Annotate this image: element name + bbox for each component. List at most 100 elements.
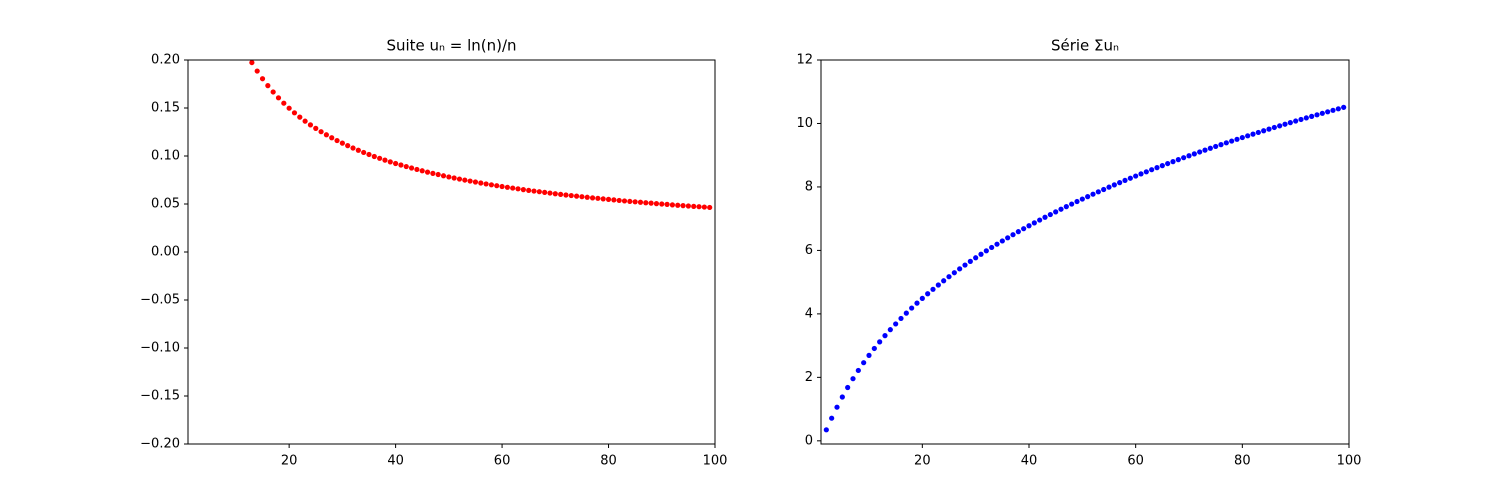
x-tick-label: 20 [914, 454, 931, 469]
point [1031, 220, 1037, 226]
point [1181, 155, 1187, 161]
point [1026, 223, 1032, 229]
point [1255, 129, 1261, 136]
point [1010, 232, 1016, 238]
point [957, 266, 963, 272]
point [909, 305, 915, 311]
point [643, 200, 649, 206]
point [568, 192, 574, 199]
point [1319, 110, 1325, 116]
point [877, 339, 883, 345]
x-tick-label: 80 [1234, 454, 1251, 469]
x-tick-label: 80 [600, 454, 617, 469]
point [829, 415, 835, 421]
point [558, 191, 564, 197]
point [1277, 123, 1283, 129]
point [621, 198, 628, 204]
point [1005, 235, 1011, 241]
point [424, 169, 431, 175]
y-tick-label: 0.10 [151, 149, 180, 164]
point [307, 122, 314, 128]
point [552, 191, 558, 197]
point [989, 244, 995, 251]
point [281, 100, 287, 106]
point [701, 204, 707, 210]
point [595, 195, 601, 201]
point [1042, 214, 1048, 220]
point [313, 125, 319, 131]
point [1197, 149, 1203, 155]
point [526, 187, 532, 193]
point [1207, 145, 1213, 151]
point [664, 201, 670, 207]
y-tick-label: 0.00 [151, 245, 180, 260]
point [1282, 121, 1288, 127]
y-tick-label: 4 [805, 306, 813, 321]
point [323, 132, 330, 138]
point [1149, 167, 1155, 173]
point [1202, 147, 1208, 153]
point [462, 177, 468, 183]
point [1021, 226, 1027, 232]
point [871, 345, 877, 352]
point [983, 248, 989, 254]
point [483, 181, 489, 187]
point [839, 394, 845, 400]
point [866, 352, 872, 358]
chart-title: Série Σuₙ [1051, 37, 1119, 55]
point [1175, 157, 1181, 163]
point [589, 195, 596, 201]
point [1090, 191, 1096, 197]
point [334, 137, 340, 144]
point [446, 174, 452, 180]
point [451, 175, 457, 181]
point [605, 196, 612, 202]
point [898, 315, 904, 322]
point [1261, 128, 1267, 134]
point [1053, 209, 1059, 215]
point [403, 163, 409, 170]
point [1303, 115, 1309, 121]
x-tick-label: 60 [1127, 454, 1144, 469]
point [382, 157, 388, 163]
point [1266, 126, 1272, 132]
point [275, 95, 282, 101]
point [494, 183, 500, 189]
point [435, 171, 441, 178]
point [1063, 204, 1069, 210]
point [691, 203, 697, 209]
x-tick-label: 60 [494, 454, 511, 469]
point [520, 187, 526, 193]
point [696, 204, 702, 210]
point [302, 118, 308, 124]
point [398, 162, 404, 168]
y-tick-label: 12 [796, 53, 813, 68]
point [1015, 229, 1021, 235]
point [1159, 163, 1165, 169]
point [1250, 131, 1256, 137]
point [1058, 206, 1064, 212]
point [456, 176, 463, 182]
point [414, 166, 420, 173]
point [1047, 211, 1053, 218]
point [291, 110, 298, 116]
point [685, 203, 691, 209]
point [361, 149, 367, 156]
point [1154, 165, 1160, 171]
point [823, 427, 829, 433]
point [1239, 134, 1245, 141]
point [1293, 118, 1299, 124]
axes-frame [820, 59, 1350, 445]
point [1122, 177, 1128, 184]
point [1245, 133, 1251, 139]
point [1314, 112, 1320, 118]
y-tick-label: 0 [805, 433, 813, 448]
point [1330, 107, 1336, 113]
axes-frame [187, 59, 716, 445]
point [611, 197, 617, 203]
point [999, 238, 1005, 244]
point [1117, 180, 1123, 186]
point [265, 83, 271, 89]
point [893, 321, 899, 327]
point [973, 255, 979, 261]
